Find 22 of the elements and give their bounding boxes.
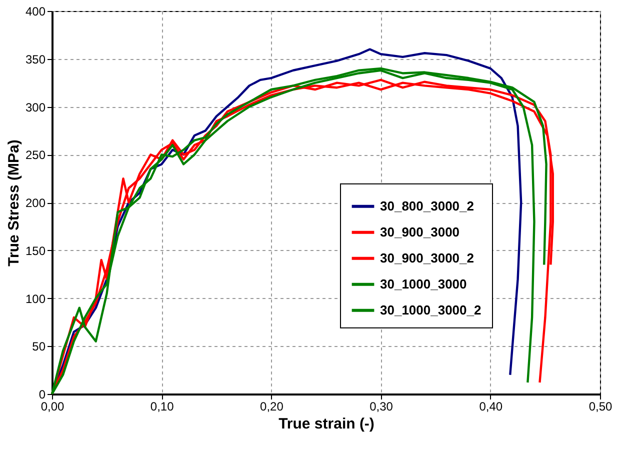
y-axis-title: True Stress (MPa) [5, 140, 22, 266]
x-tick-label: 0,20 [260, 400, 284, 414]
y-tick-label: 400 [25, 4, 46, 18]
y-tick-label: 350 [25, 52, 46, 66]
x-tick-label: 0,50 [588, 400, 612, 414]
legend-label: 30_800_3000_2 [380, 198, 474, 214]
x-tick-label: 0,40 [479, 400, 503, 414]
legend-label: 30_1000_3000_2 [380, 302, 482, 318]
y-tick-label: 250 [25, 148, 46, 162]
x-tick-label: 0,30 [370, 400, 394, 414]
y-tick-label: 150 [25, 244, 46, 258]
y-tick-label: 200 [25, 196, 46, 210]
x-tick-label: 0,00 [40, 400, 64, 414]
y-tick-label: 50 [32, 340, 46, 354]
legend-label: 30_900_3000_2 [380, 250, 474, 266]
y-tick-label: 300 [25, 100, 46, 114]
legend-label: 30_1000_3000 [380, 276, 467, 292]
y-tick-label: 0 [38, 388, 46, 402]
y-tick-label: 100 [25, 292, 46, 306]
x-axis-title: True strain (-) [278, 416, 374, 432]
x-tick-label: 0,10 [150, 400, 174, 414]
legend-label: 30_900_3000 [380, 224, 460, 240]
